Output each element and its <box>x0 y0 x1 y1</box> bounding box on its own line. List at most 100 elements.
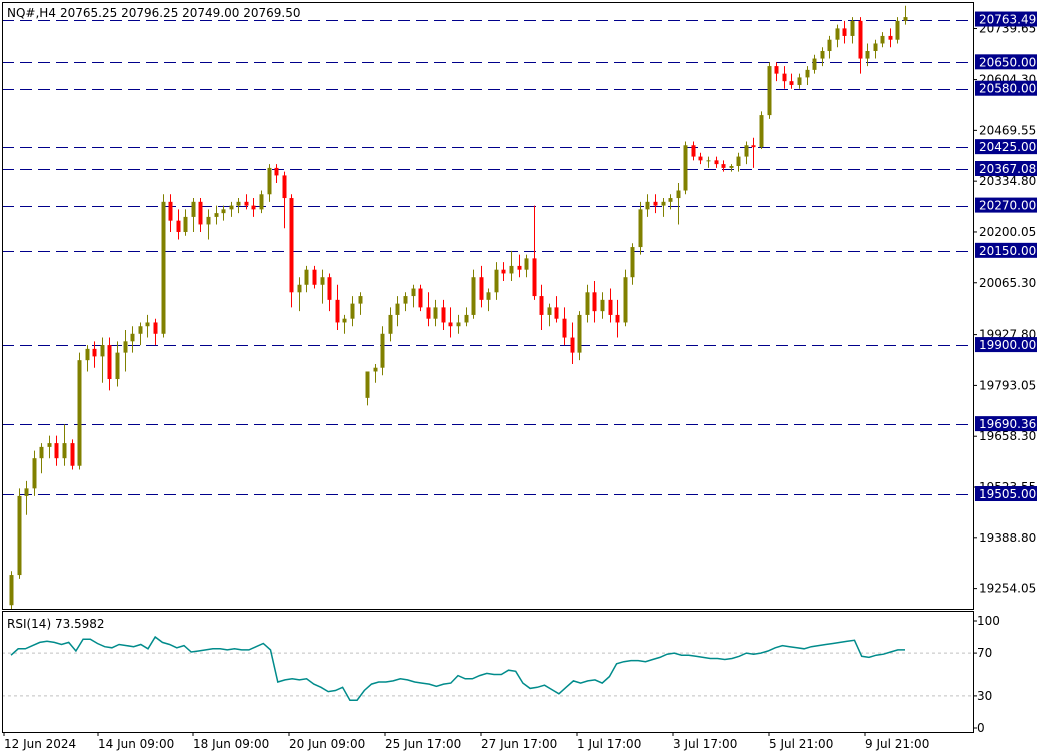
candle <box>759 111 764 150</box>
candle-body <box>39 446 44 459</box>
candle <box>39 443 44 474</box>
candle <box>214 205 219 225</box>
candle-body <box>327 277 332 300</box>
candle <box>592 280 597 323</box>
candle-body <box>161 201 166 334</box>
candle-body <box>539 296 544 315</box>
candle-body <box>54 443 59 459</box>
candle <box>153 318 158 346</box>
candle <box>77 352 82 470</box>
candle-body <box>221 209 226 214</box>
rsi-line <box>10 635 905 701</box>
candle-body <box>645 201 650 210</box>
candle-body <box>668 198 673 202</box>
candle <box>880 32 885 48</box>
time-axis-label: 14 Jun 09:00 <box>98 737 174 751</box>
candle <box>335 284 340 331</box>
candle <box>827 35 832 59</box>
candle <box>418 284 423 312</box>
candle-body <box>865 51 870 59</box>
candle-body <box>774 66 779 74</box>
candle-body <box>77 360 82 466</box>
candle-body <box>585 292 590 315</box>
candle-body <box>562 318 567 338</box>
candle <box>282 171 287 229</box>
candle-body <box>895 20 900 40</box>
candle-body <box>418 288 423 308</box>
candle-body <box>304 269 309 285</box>
candle <box>835 24 840 48</box>
candle <box>221 205 226 221</box>
candle <box>433 299 438 327</box>
candle-body <box>751 145 756 148</box>
candle <box>358 292 363 315</box>
level-label-bg <box>975 139 1037 155</box>
candle-body <box>350 303 355 319</box>
candle-body <box>342 318 347 323</box>
candle <box>638 201 643 255</box>
level-label: 20270.00 <box>979 199 1036 213</box>
candle <box>464 307 469 327</box>
candle <box>842 20 847 44</box>
level-label-bg <box>975 54 1037 70</box>
candle-body <box>365 371 370 398</box>
rsi-axis-label: 70 <box>977 646 992 660</box>
candle-body <box>395 303 400 315</box>
candle-body <box>168 201 173 221</box>
level-label-bg <box>975 416 1037 432</box>
candle <box>554 296 559 323</box>
candle <box>888 28 893 48</box>
candle <box>183 209 188 236</box>
candle-body <box>282 175 287 199</box>
candle <box>47 435 52 459</box>
candle <box>645 194 650 217</box>
candle-body <box>653 201 658 206</box>
candle <box>479 265 484 308</box>
candle <box>562 307 567 346</box>
candle-body <box>615 314 620 323</box>
candle-body <box>17 495 22 576</box>
candle <box>524 254 529 278</box>
candle <box>297 277 302 312</box>
candle-body <box>797 77 802 85</box>
candle <box>661 198 666 217</box>
price-axis-label: 19254.05 <box>979 582 1036 596</box>
candle <box>259 190 264 214</box>
candle <box>539 284 544 331</box>
level-label-bg <box>975 337 1037 353</box>
candle-body <box>683 145 688 191</box>
price-axis-label: 19388.80 <box>979 531 1036 545</box>
level-label: 19690.36 <box>979 417 1036 431</box>
candle <box>138 322 143 346</box>
candle <box>32 450 37 496</box>
candle <box>782 66 787 89</box>
candle <box>812 54 817 74</box>
candle-body <box>115 352 120 380</box>
time-axis-label: 20 Jun 09:00 <box>289 737 365 751</box>
price-axis-label: 19658.30 <box>979 429 1036 443</box>
candle <box>653 194 658 214</box>
candle-body <box>789 81 794 85</box>
candle <box>668 194 673 210</box>
candle-body <box>517 265 522 270</box>
candle-body <box>426 307 431 319</box>
candle <box>903 5 908 25</box>
candle-body <box>251 205 256 210</box>
candle <box>168 194 173 232</box>
candle <box>24 480 29 515</box>
candle <box>123 330 128 372</box>
candle-body <box>229 205 234 210</box>
level-label: 20425.00 <box>979 140 1036 154</box>
candle-body <box>501 269 506 274</box>
rsi-pane-frame <box>2 611 974 733</box>
candle-body <box>698 156 703 161</box>
candle-body <box>320 277 325 285</box>
candle <box>312 265 317 289</box>
candle <box>873 39 878 59</box>
candle-body <box>820 51 825 59</box>
level-label: 20650.00 <box>979 55 1036 69</box>
candle <box>517 254 522 278</box>
candle-body <box>267 167 272 195</box>
candle-body <box>509 265 514 274</box>
